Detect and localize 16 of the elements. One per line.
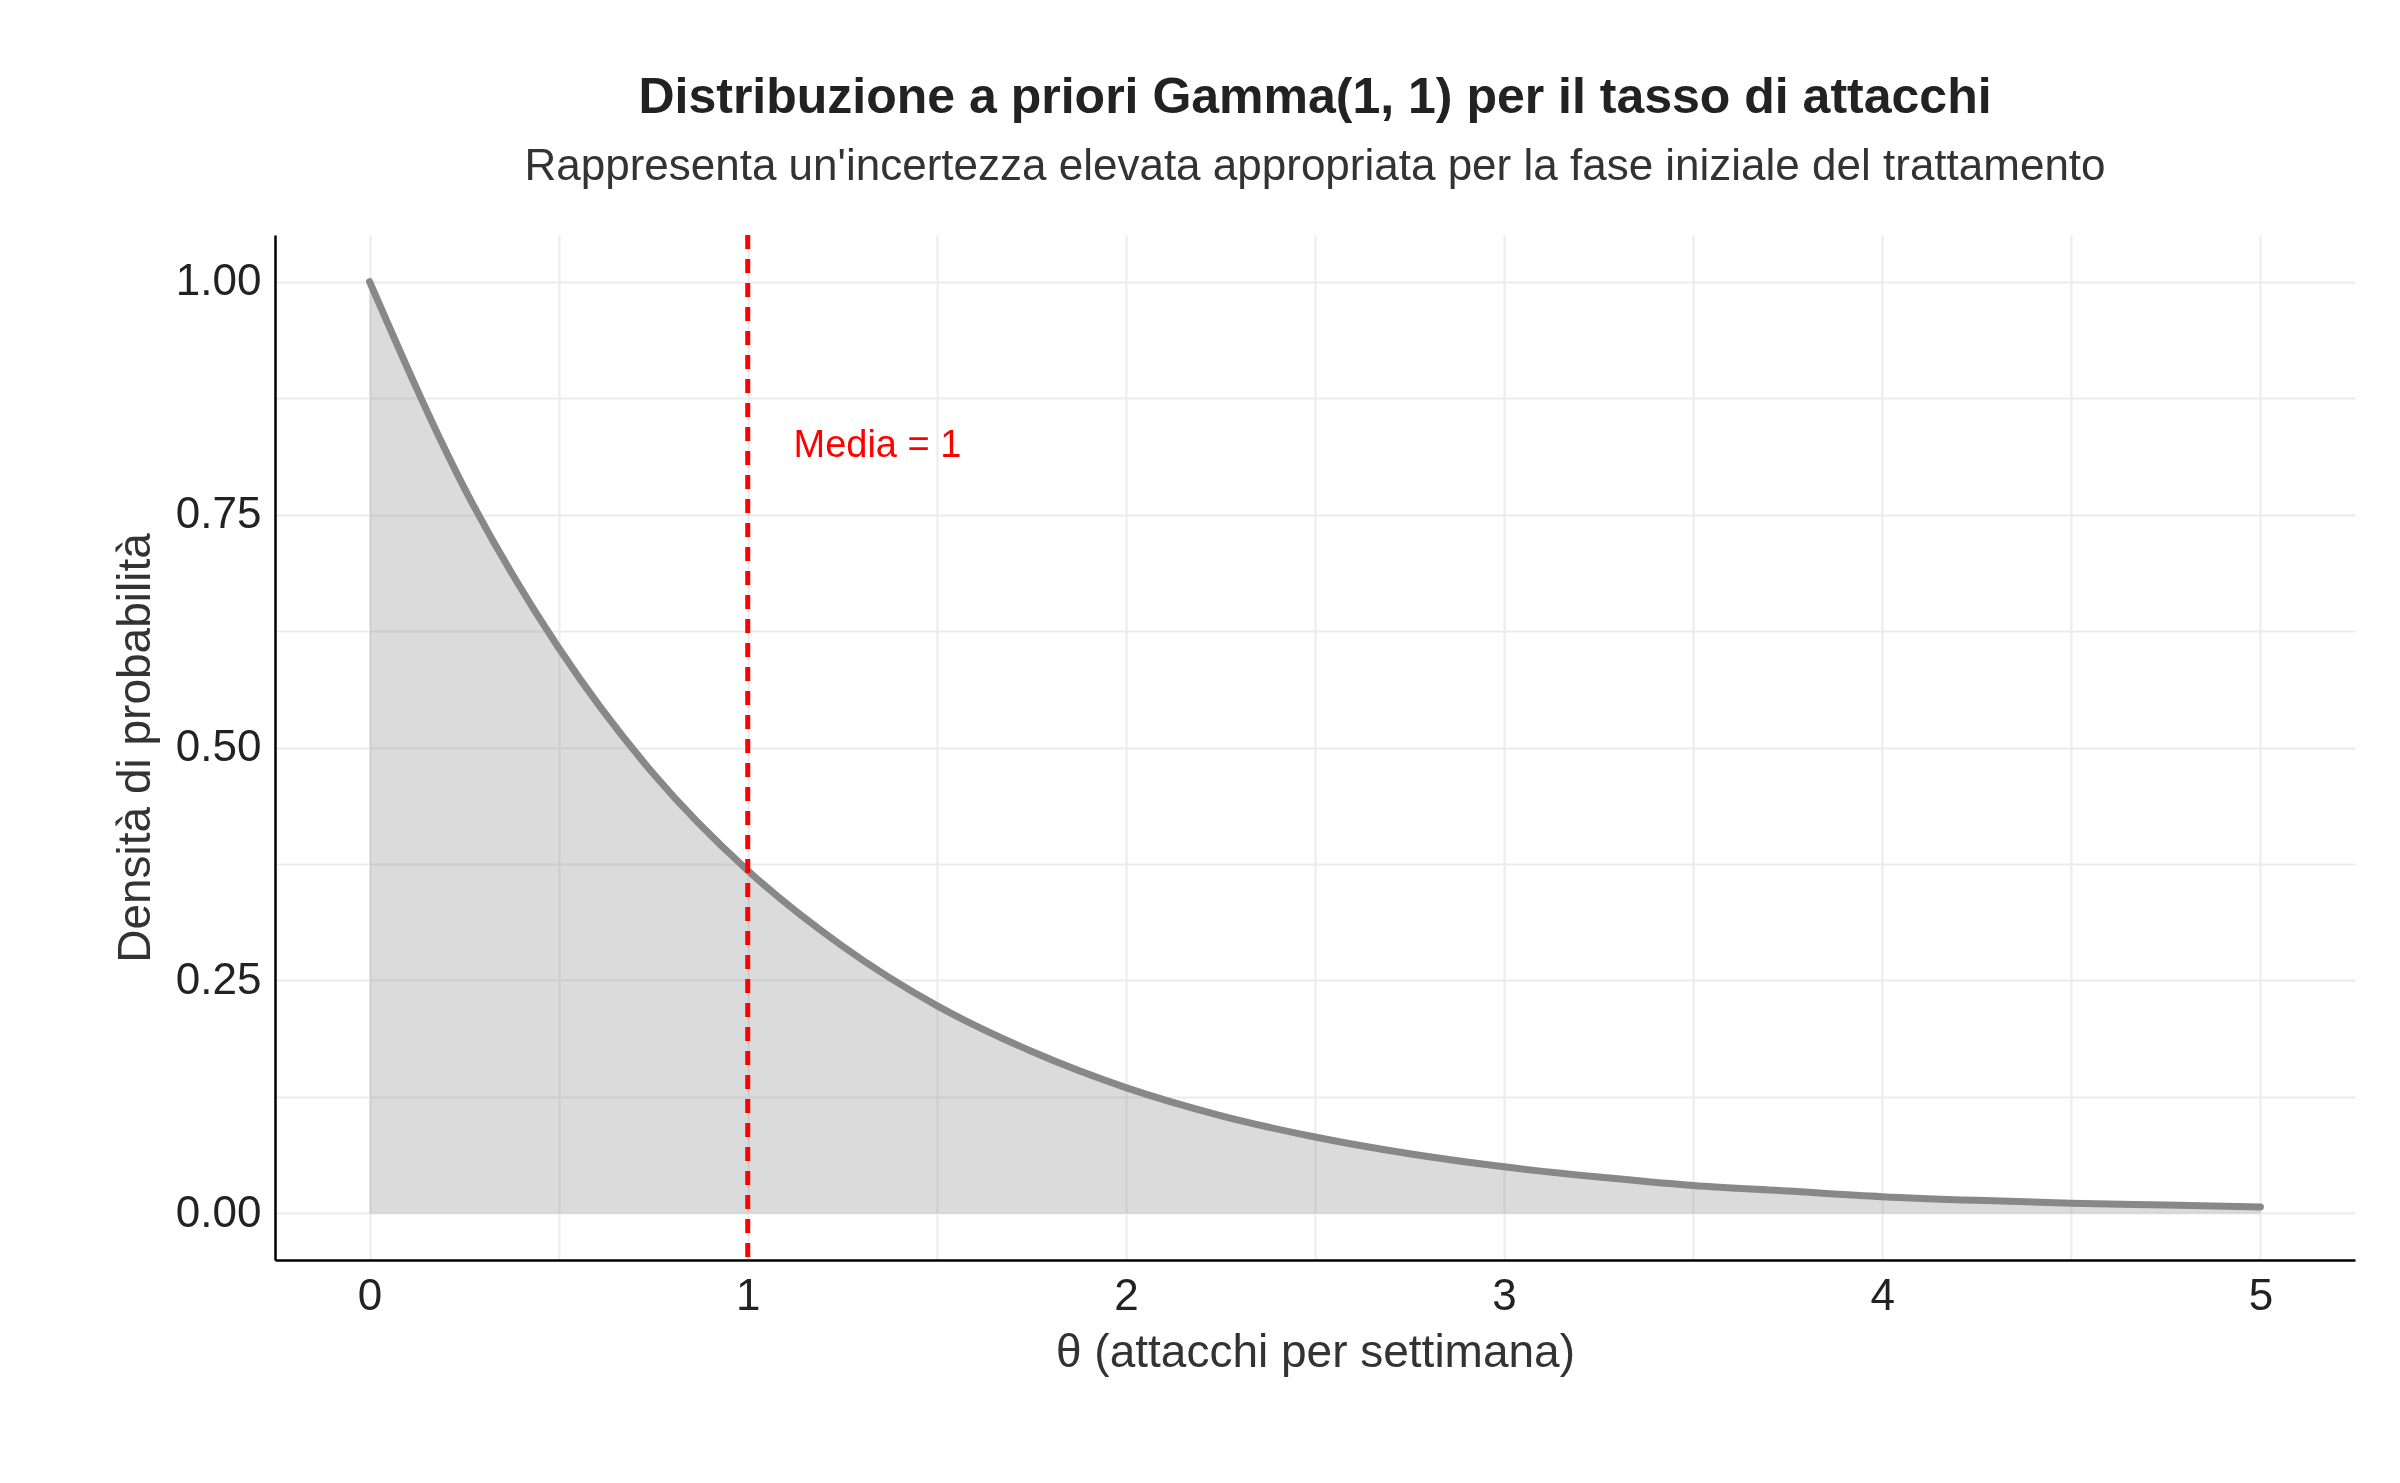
- y-axis-title: Densità di probabilità: [107, 532, 160, 963]
- chart-title: Distribuzione a priori Gamma(1, 1) per il tasso di attacchi: [638, 67, 1992, 124]
- x-tick-label: 3: [1492, 1269, 1517, 1319]
- x-tick-label: 4: [1870, 1269, 1896, 1319]
- chart-subtitle: Rappresenta un'incertezza elevata appropriata per la fase iniziale del trattamento: [524, 139, 2106, 189]
- y-tick-label: 0.75: [175, 488, 262, 538]
- y-tick-label: 0.25: [175, 953, 262, 1003]
- y-tick-label: 0.00: [175, 1186, 262, 1236]
- y-tick-label: 1.00: [175, 255, 262, 305]
- x-tick-label: 1: [735, 1269, 761, 1319]
- ref-line-label: Media = 1: [793, 422, 962, 465]
- y-tick-label: 0.50: [175, 721, 262, 770]
- x-tick-label: 5: [2248, 1269, 2274, 1319]
- x-tick-label: 2: [1114, 1269, 1139, 1319]
- x-tick-label: 0: [357, 1269, 383, 1319]
- x-axis-title: θ (attacchi per settimana): [1055, 1324, 1576, 1377]
